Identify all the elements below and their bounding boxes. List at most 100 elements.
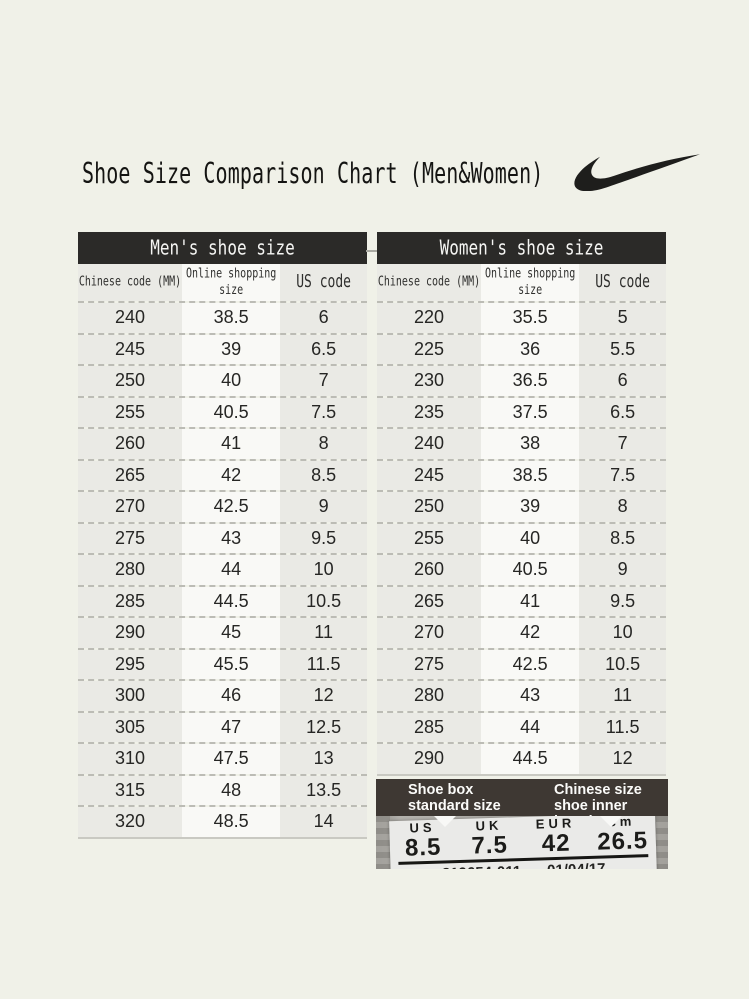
table-cell-chinese-code: 300 bbox=[78, 681, 183, 711]
table-cell-shopping-size: 44 bbox=[481, 712, 580, 742]
mens-table-title-bar: Men's shoe size bbox=[78, 232, 367, 264]
table-row: 220 35.5 5 bbox=[377, 301, 666, 333]
table-cell-chinese-code: 265 bbox=[78, 460, 183, 490]
table-cell-us-code: 13.5 bbox=[280, 775, 367, 805]
table-cell-chinese-code: 285 bbox=[377, 712, 482, 742]
shoebox-standard-size-label: Shoe box standard size bbox=[408, 782, 501, 814]
table-row: 295 45.5 11.5 bbox=[78, 647, 367, 679]
table-cell-shopping-size: 48.5 bbox=[182, 807, 281, 837]
womens-table-title-bar: Women's shoe size bbox=[377, 232, 666, 264]
table-cell-us-code: 10.5 bbox=[579, 649, 666, 679]
table-cell-us-code: 12.5 bbox=[280, 712, 367, 742]
table-cell-chinese-code: 320 bbox=[78, 807, 183, 837]
table-cell-shopping-size: 43 bbox=[182, 523, 281, 553]
column-header-us-code: US code bbox=[579, 264, 666, 301]
table-cell-chinese-code: 295 bbox=[78, 649, 183, 679]
table-row: 305 47 12.5 bbox=[78, 710, 367, 742]
table-cell-us-code: 13 bbox=[280, 744, 367, 774]
table-cell-shopping-size: 39 bbox=[182, 334, 281, 364]
table-cell-shopping-size: 42.5 bbox=[481, 649, 580, 679]
table-row: 315 48 13.5 bbox=[78, 773, 367, 805]
table-cell-shopping-size: 48 bbox=[182, 775, 281, 805]
table-row: 285 44 11.5 bbox=[377, 710, 666, 742]
table-cell-shopping-size: 41 bbox=[481, 586, 580, 616]
table-cell-us-code: 6 bbox=[280, 303, 367, 333]
table-cell-chinese-code: 315 bbox=[78, 775, 183, 805]
table-cell-shopping-size: 44.5 bbox=[182, 586, 281, 616]
shoebox-photo: US UK EUR cm 8.5 7.5 42 26.5 819654-011 … bbox=[376, 816, 668, 869]
table-cell-us-code: 12 bbox=[579, 744, 666, 774]
table-row: 250 39 8 bbox=[377, 490, 666, 522]
table-row: 255 40 8.5 bbox=[377, 521, 666, 553]
table-cell-chinese-code: 245 bbox=[78, 334, 183, 364]
table-cell-shopping-size: 39 bbox=[481, 492, 580, 522]
table-row: 270 42 10 bbox=[377, 616, 666, 648]
table-cell-shopping-size: 37.5 bbox=[481, 397, 580, 427]
table-cell-shopping-size: 40.5 bbox=[182, 397, 281, 427]
table-cell-us-code: 12 bbox=[280, 681, 367, 711]
table-cell-shopping-size: 45.5 bbox=[182, 649, 281, 679]
table-cell-chinese-code: 250 bbox=[78, 366, 183, 396]
table-cell-chinese-code: 250 bbox=[377, 492, 482, 522]
table-cell-us-code: 11.5 bbox=[579, 712, 666, 742]
womens-table-rows: 220 35.5 5 225 36 5.5 230 36.5 6 235 37.… bbox=[377, 301, 666, 774]
table-cell-chinese-code: 270 bbox=[377, 618, 482, 648]
mens-column-headers: Chinese code (MM) Online shopping size U… bbox=[78, 264, 367, 301]
value-us: 8.5 bbox=[404, 833, 442, 862]
table-cell-shopping-size: 38 bbox=[481, 429, 580, 459]
table-cell-chinese-code: 265 bbox=[377, 586, 482, 616]
table-row: 290 45 11 bbox=[78, 616, 367, 648]
table-row: 280 44 10 bbox=[78, 553, 367, 585]
mens-table-rows: 240 38.5 6 245 39 6.5 250 40 7 255 40.5 … bbox=[78, 301, 367, 837]
table-row: 265 42 8.5 bbox=[78, 458, 367, 490]
table-cell-shopping-size: 43 bbox=[481, 681, 580, 711]
label-date: 01/04/17 bbox=[547, 860, 606, 869]
arrow-down-icon bbox=[600, 816, 622, 827]
table-cell-shopping-size: 40.5 bbox=[481, 555, 580, 585]
table-cell-us-code: 9 bbox=[579, 555, 666, 585]
table-row: 265 41 9.5 bbox=[377, 584, 666, 616]
table-cell-shopping-size: 42.5 bbox=[182, 492, 281, 522]
table-cell-shopping-size: 40 bbox=[481, 523, 580, 553]
value-eur: 42 bbox=[541, 829, 571, 858]
table-row: 310 47.5 13 bbox=[78, 742, 367, 774]
table-cell-shopping-size: 47 bbox=[182, 712, 281, 742]
table-cell-shopping-size: 45 bbox=[182, 618, 281, 648]
table-row: 285 44.5 10.5 bbox=[78, 584, 367, 616]
table-cell-us-code: 6.5 bbox=[280, 334, 367, 364]
table-cell-us-code: 11.5 bbox=[280, 649, 367, 679]
table-cell-us-code: 5.5 bbox=[579, 334, 666, 364]
table-cell-shopping-size: 38.5 bbox=[182, 303, 281, 333]
column-header-us-code: US code bbox=[280, 264, 367, 301]
table-cell-chinese-code: 235 bbox=[377, 397, 482, 427]
table-row: 280 43 11 bbox=[377, 679, 666, 711]
womens-column-headers: Chinese code (MM) Online shopping size U… bbox=[377, 264, 666, 301]
table-cell-us-code: 8 bbox=[280, 429, 367, 459]
table-row: 275 43 9.5 bbox=[78, 521, 367, 553]
table-row: 260 41 8 bbox=[78, 427, 367, 459]
table-cell-chinese-code: 275 bbox=[78, 523, 183, 553]
table-row: 225 36 5.5 bbox=[377, 332, 666, 364]
shoebox-callout: Shoe box standard size Chinese size shoe… bbox=[376, 779, 668, 869]
table-cell-chinese-code: 245 bbox=[377, 460, 482, 490]
table-cell-chinese-code: 255 bbox=[78, 397, 183, 427]
table-row: 240 38 7 bbox=[377, 427, 666, 459]
table-cell-chinese-code: 260 bbox=[78, 429, 183, 459]
table-cell-shopping-size: 46 bbox=[182, 681, 281, 711]
table-row: 320 48.5 14 bbox=[78, 805, 367, 837]
table-cell-us-code: 9 bbox=[280, 492, 367, 522]
column-header-chinese-code: Chinese code (MM) bbox=[377, 264, 482, 301]
womens-size-table: Women's shoe size Chinese code (MM) Onli… bbox=[377, 232, 666, 776]
table-cell-chinese-code: 275 bbox=[377, 649, 482, 679]
table-cell-shopping-size: 36 bbox=[481, 334, 580, 364]
table-row: 260 40.5 9 bbox=[377, 553, 666, 585]
table-cell-chinese-code: 280 bbox=[377, 681, 482, 711]
table-cell-shopping-size: 38.5 bbox=[481, 460, 580, 490]
table-cell-chinese-code: 290 bbox=[78, 618, 183, 648]
table-cell-shopping-size: 47.5 bbox=[182, 744, 281, 774]
shoebox-header-bar: Shoe box standard size Chinese size shoe… bbox=[376, 779, 668, 830]
table-cell-chinese-code: 230 bbox=[377, 366, 482, 396]
table-cell-chinese-code: 290 bbox=[377, 744, 482, 774]
column-header-chinese-code: Chinese code (MM) bbox=[78, 264, 183, 301]
table-cell-shopping-size: 42 bbox=[481, 618, 580, 648]
